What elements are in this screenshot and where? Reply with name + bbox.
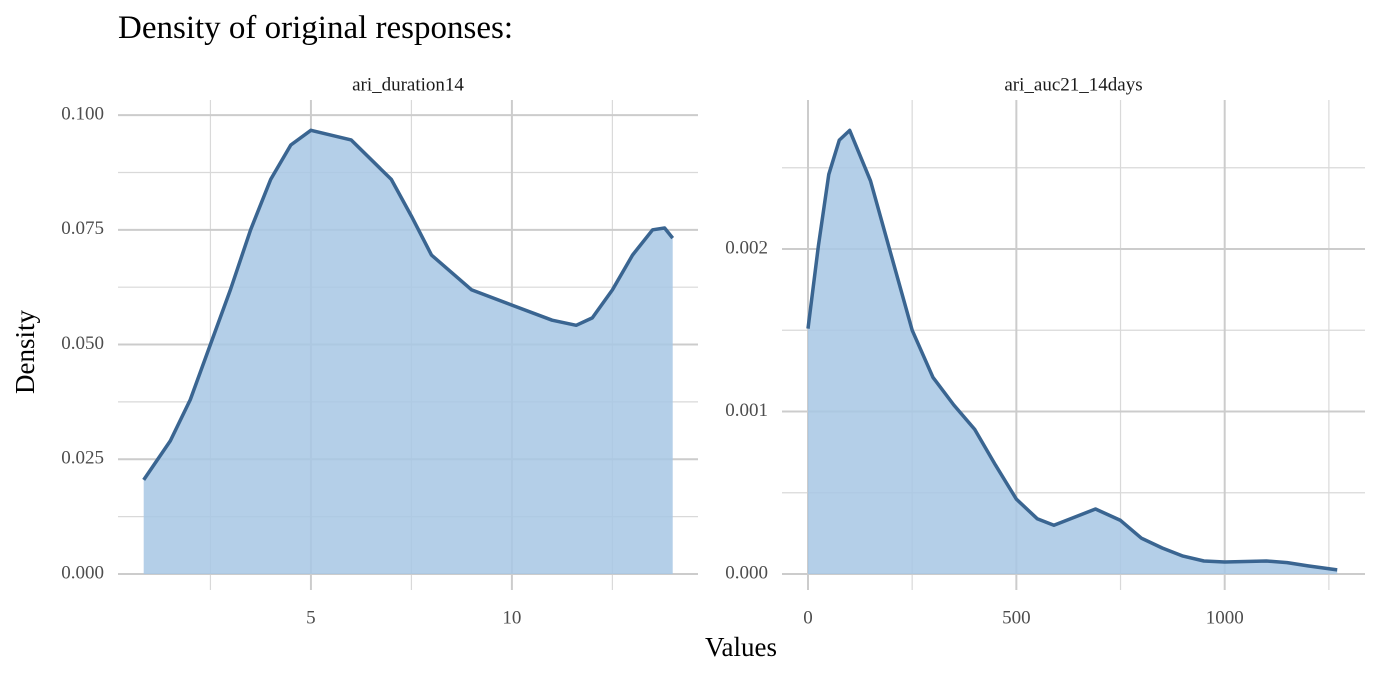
y-tick-label: 0.001 bbox=[725, 400, 768, 421]
y-tick-label: 0.000 bbox=[725, 562, 768, 583]
density-line bbox=[806, 128, 1338, 572]
facet-title: ari_duration14 bbox=[352, 74, 464, 95]
y-tick-label: 0.025 bbox=[61, 448, 104, 469]
x-tick-label: 0 bbox=[803, 607, 813, 628]
x-tick-label: 500 bbox=[1002, 607, 1031, 628]
y-tick-label: 0.000 bbox=[61, 562, 104, 583]
x-axis-title: Values bbox=[705, 632, 777, 662]
x-tick-label: 1000 bbox=[1206, 607, 1244, 628]
y-tick-label: 0.075 bbox=[61, 218, 104, 239]
density-area bbox=[808, 130, 1338, 574]
density-line bbox=[142, 128, 675, 481]
facet-title: ari_auc21_14days bbox=[1004, 74, 1142, 95]
y-tick-label: 0.002 bbox=[725, 237, 768, 258]
density-area bbox=[143, 130, 673, 574]
x-tick-label: 10 bbox=[502, 607, 521, 628]
y-tick-label: 0.050 bbox=[61, 333, 104, 354]
y-axis-title: Density bbox=[10, 310, 40, 394]
x-tick-label: 5 bbox=[306, 607, 316, 628]
y-tick-label: 0.100 bbox=[61, 103, 104, 124]
chart-title: Density of original responses: bbox=[118, 10, 513, 46]
